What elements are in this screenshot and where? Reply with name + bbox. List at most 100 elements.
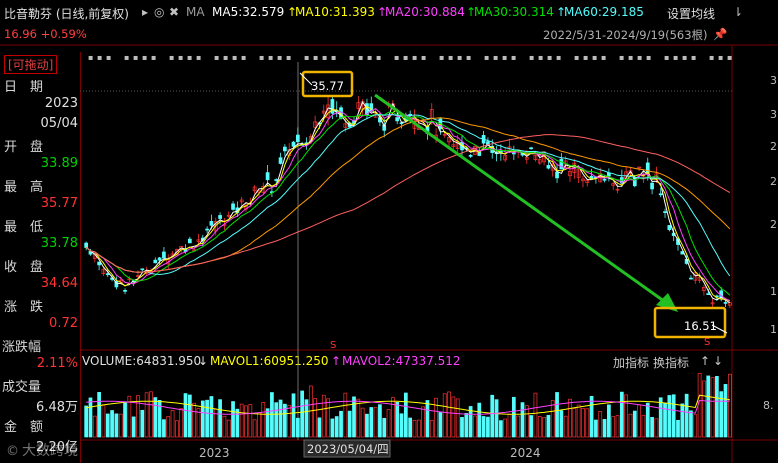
candle-body — [356, 102, 361, 109]
event-marker: ▪ — [196, 53, 201, 62]
volume-bar — [313, 398, 317, 438]
candle-body — [645, 162, 650, 175]
switch-indicator-button[interactable]: 换指标 — [653, 356, 690, 370]
chevron-right-icon[interactable]: ▸ — [142, 5, 149, 19]
candle-body — [490, 145, 495, 153]
volume-bar — [507, 414, 512, 438]
event-marker: ▪ — [412, 53, 417, 62]
candle-body — [533, 154, 538, 160]
candle-body — [382, 124, 387, 131]
event-marker: ▪ — [259, 53, 264, 62]
candle-body — [511, 152, 516, 155]
event-marker: ▪ — [547, 53, 552, 62]
volume-bar — [468, 406, 473, 438]
arrow-down-icon[interactable]: ↓ — [713, 354, 724, 368]
candle-body — [248, 202, 253, 205]
candle-body — [252, 186, 257, 192]
event-marker: ▪ — [457, 53, 462, 62]
mavol2-line — [86, 399, 730, 415]
drag-tag[interactable]: [可拖动] — [4, 55, 58, 74]
candle-body — [486, 141, 490, 147]
volume-bar — [300, 390, 305, 438]
candle-body — [265, 172, 270, 181]
event-marker: ▪ — [502, 53, 507, 62]
event-marker: ▪ — [484, 53, 489, 62]
volume-bar — [118, 413, 123, 438]
candle-body — [114, 280, 119, 288]
candle-body — [438, 118, 443, 130]
candle-body — [702, 286, 706, 291]
candle-body — [330, 99, 335, 114]
top-toolbar: 比音勒芬 (日线,前复权) ▸ ◎ ✖ MA MA5:32.579 ↑ MA10… — [0, 0, 778, 26]
stock-title[interactable]: 比音勒芬 (日线,前复权) — [4, 7, 129, 21]
volume-bar — [680, 403, 685, 438]
date-key: 日 期 — [4, 80, 44, 95]
target-icon[interactable]: ◎ — [154, 5, 165, 19]
volume-bar — [477, 402, 482, 438]
candle-body — [641, 174, 646, 180]
volume-bar — [676, 419, 680, 438]
candle-body — [261, 185, 266, 193]
volume-bar — [265, 408, 270, 438]
volume-bar — [654, 418, 659, 438]
event-marker: ▪ — [178, 53, 183, 62]
volume-bar — [550, 400, 555, 438]
volume-bar — [382, 417, 387, 438]
close-icon[interactable]: ✖ — [169, 5, 180, 19]
change-key: 涨 跌 — [4, 300, 44, 315]
candle-body — [270, 191, 274, 194]
candle-body — [235, 207, 240, 214]
candle-body — [101, 268, 106, 275]
ma60-arrow-icon: ↑ — [556, 5, 567, 19]
volume-bar — [425, 400, 430, 438]
volume-bar — [360, 407, 365, 438]
ma60-line — [85, 114, 731, 277]
volume-bar — [412, 420, 417, 438]
volume-bar — [226, 419, 231, 438]
change-pct-key: 涨跌幅 — [2, 340, 42, 355]
event-marker: ▪ — [709, 53, 714, 62]
volume-bar — [114, 413, 119, 438]
ma10-line — [85, 105, 731, 302]
ma30-line — [85, 111, 731, 296]
candle-body — [300, 143, 305, 146]
ma-settings-button[interactable]: 设置均线 — [667, 7, 716, 21]
volume-bar — [537, 416, 542, 438]
volume-bar — [308, 385, 313, 438]
low-value: 33.78 — [40, 236, 78, 251]
volume-bar — [602, 419, 607, 438]
ma120-line — [85, 117, 731, 273]
event-marker: ▪ — [421, 53, 426, 62]
y-axis-tick: 1 — [770, 285, 777, 298]
volume-bar — [555, 392, 559, 438]
volume-bar — [473, 415, 477, 438]
pin-icon[interactable]: 📌 — [713, 27, 728, 41]
volume-bar — [183, 393, 188, 438]
volume-bar — [97, 392, 101, 438]
event-marker: ▪ — [187, 53, 192, 62]
event-marker: ▪ — [574, 53, 579, 62]
ma10-value: MA10:31.393 — [295, 5, 375, 19]
volume-bar — [386, 409, 391, 438]
volume-bar — [140, 409, 145, 438]
candle-body — [287, 149, 292, 156]
volume-bar — [607, 404, 611, 438]
low-annotation-label: 16.51 — [684, 319, 717, 333]
add-indicator-button[interactable]: 加指标 — [613, 356, 650, 370]
volume-bar — [455, 398, 460, 438]
cursor-date-label: 2023/05/04/四 — [307, 442, 389, 456]
candle-body — [308, 136, 313, 142]
candle-body — [520, 152, 525, 156]
ma10-arrow-icon: ↑ — [287, 5, 298, 19]
event-marker: ▪ — [133, 53, 138, 62]
event-marker: ▪ — [538, 53, 543, 62]
arrow-up-icon[interactable]: ↑ — [700, 354, 711, 368]
volume-bar — [153, 397, 158, 438]
event-marker: ▪ — [439, 53, 444, 62]
candle-body — [343, 123, 348, 128]
volume-bar — [503, 418, 508, 438]
volume-bar — [598, 411, 603, 438]
volume-bar — [330, 418, 335, 438]
event-marker: ▪ — [466, 53, 471, 62]
